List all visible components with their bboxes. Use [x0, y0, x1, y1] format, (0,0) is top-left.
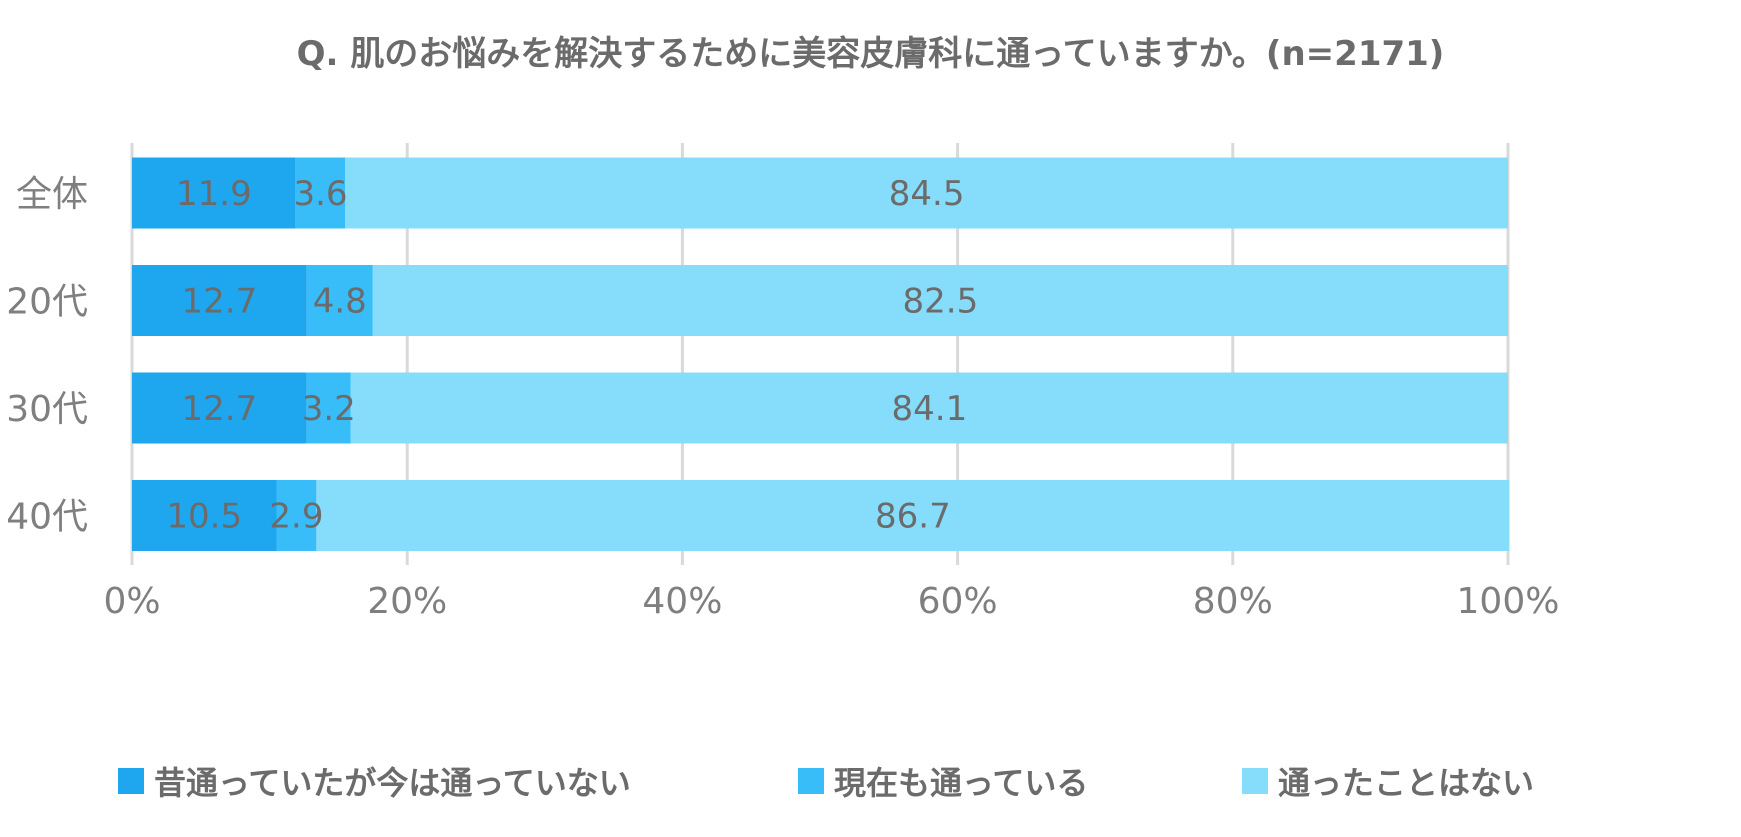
bar-segment — [345, 157, 1508, 229]
category-label: 全体 — [16, 174, 88, 215]
legend-swatch — [118, 768, 144, 794]
x-axis-ticks: 0% 20% 40% 60% 80% 100% — [103, 581, 1559, 622]
bar-segment — [306, 265, 373, 336]
legend-swatch — [798, 768, 824, 794]
data-label: 12.7 — [182, 389, 258, 429]
data-label: 11.9 — [176, 174, 252, 214]
data-label: 4.8 — [313, 282, 367, 322]
bar-segment — [132, 372, 307, 444]
bar-segment — [132, 265, 307, 336]
x-tick-label: 100% — [1457, 581, 1560, 622]
legend-item: 昔通っていたが今は通っていない — [118, 758, 631, 804]
data-label: 84.1 — [892, 389, 968, 429]
category-label: 20代 — [6, 282, 88, 323]
bar-segment — [316, 480, 1510, 551]
x-tick-label: 60% — [918, 581, 998, 622]
legend-label: 昔通っていたが今は通っていない — [154, 764, 631, 802]
data-label: 12.7 — [182, 282, 258, 322]
chart-title: Q. 肌のお悩みを解決するために美容皮膚科に通っていますか。(n=2171) — [296, 34, 1445, 74]
legend-label: 現在も通っている — [834, 764, 1089, 802]
data-label: 3.2 — [302, 389, 356, 429]
data-label: 2.9 — [269, 497, 323, 537]
category-label: 40代 — [6, 497, 88, 538]
bar-segment — [132, 480, 277, 551]
bar-segment — [306, 372, 351, 444]
legend-swatch — [1242, 768, 1268, 794]
data-label: 3.6 — [293, 174, 347, 214]
bar-segment — [276, 480, 317, 551]
legend: 昔通っていたが今は通っていない 現在も通っている 通ったことはない — [0, 758, 1741, 806]
data-label: 86.7 — [875, 497, 951, 537]
data-label: 84.5 — [889, 174, 965, 214]
data-labels: 11.9 3.6 84.5 12.7 4.8 82.5 12.7 3.2 84.1 10.5 2.9… — [166, 174, 978, 537]
bar-segment — [372, 265, 1508, 336]
category-label: 30代 — [6, 389, 88, 430]
legend-item: 通ったことはない — [1242, 758, 1534, 804]
bars — [132, 157, 1510, 551]
legend-item: 現在も通っている — [798, 758, 1088, 804]
x-tick-label: 80% — [1193, 581, 1273, 622]
bar-segment — [350, 372, 1509, 444]
category-labels: 全体 20代 30代 40代 — [6, 174, 88, 538]
x-tick-label: 40% — [642, 581, 722, 622]
data-label: 82.5 — [903, 282, 979, 322]
bar-chart: 11.9 3.6 84.5 12.7 4.8 82.5 12.7 3.2 84.1 10.5 2.9… — [6, 143, 1559, 622]
x-tick-label: 0% — [103, 581, 160, 622]
x-tick-label: 20% — [367, 581, 447, 622]
legend-label: 通ったことはない — [1278, 764, 1535, 802]
bar-segment — [295, 157, 346, 229]
bar-segment — [132, 157, 296, 229]
data-label: 10.5 — [166, 497, 242, 537]
